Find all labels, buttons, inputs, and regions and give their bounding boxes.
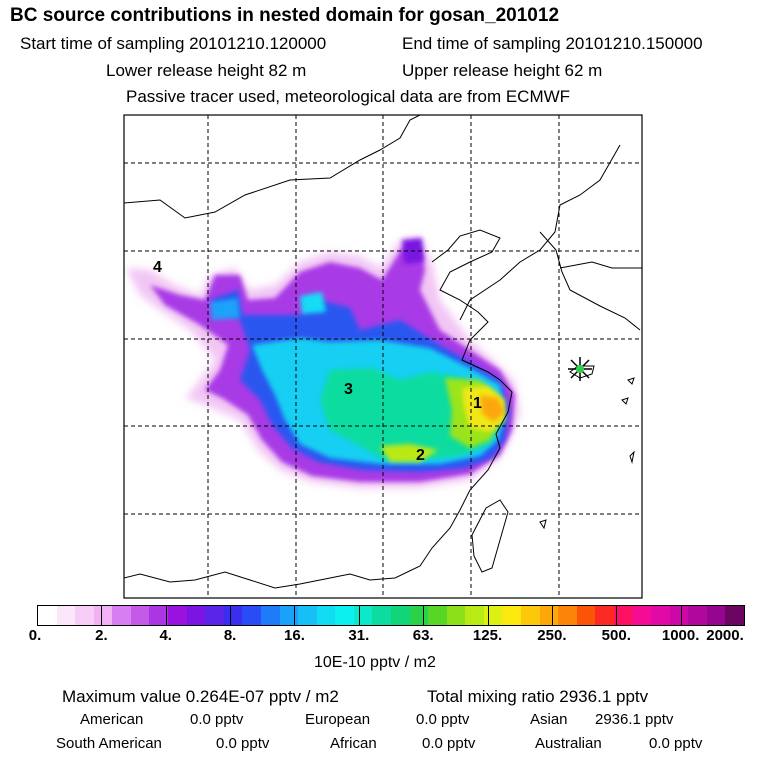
south-american-label: South American <box>56 735 162 752</box>
colorbar-swatch <box>112 606 131 625</box>
colorbar-tick-line <box>101 605 103 626</box>
colorbar-tick-label: 8. <box>223 627 237 644</box>
colorbar-tick-line <box>616 605 618 626</box>
colorbar-tick-line <box>551 605 553 626</box>
colorbar-tick-line <box>680 605 682 626</box>
colorbar-swatch <box>539 606 559 625</box>
colorbar-tick-label: 31. <box>348 627 370 644</box>
european-value: 0.0 pptv <box>416 711 470 728</box>
colorbar-tick-line <box>487 605 489 626</box>
colorbar-swatch <box>521 606 540 625</box>
colorbar-tick-label: 4. <box>159 627 172 644</box>
african-label: African <box>330 735 377 752</box>
tracer-note: Passive tracer used, meteorological data… <box>126 87 571 106</box>
colorbar-swatch <box>38 606 57 625</box>
colorbar-swatch <box>688 606 707 625</box>
american-label: American <box>80 711 144 728</box>
colorbar-swatch <box>502 606 522 625</box>
plume-field <box>126 236 520 488</box>
colorbar-tick-line <box>423 605 425 626</box>
map-panel: 1 2 3 4 <box>123 114 643 599</box>
colorbar-tick-line <box>294 605 296 626</box>
colorbar <box>37 605 745 626</box>
colorbar-swatch <box>130 606 150 625</box>
colorbar-swatch <box>372 606 391 625</box>
receptor-star-icon <box>568 357 592 381</box>
colorbar-swatch <box>205 606 224 625</box>
graticule <box>124 115 642 598</box>
end-time-label: End time of sampling 20101210.150000 <box>402 34 703 53</box>
american-value: 0.0 pptv <box>190 711 244 728</box>
colorbar-swatch <box>223 606 243 625</box>
colorbar-swatch <box>149 606 169 625</box>
colorbar-swatch <box>168 606 187 625</box>
colorbar-swatch <box>93 606 113 625</box>
colorbar-swatch <box>316 606 336 625</box>
colorbar-unit: 10E-10 pptv / m2 <box>314 654 436 671</box>
colorbar-tick-label: 1000. <box>661 627 700 644</box>
colorbar-tick-label: 500. <box>601 627 631 644</box>
region-label-2: 2 <box>416 447 425 464</box>
colorbar-swatch <box>446 606 466 625</box>
upper-height-label: Upper release height 62 m <box>402 61 603 80</box>
total-mixing-ratio-label: Total mixing ratio 2936.1 pptv <box>427 687 649 706</box>
colorbar-swatch <box>279 606 299 625</box>
colorbar-swatch <box>353 606 373 625</box>
asian-label: Asian <box>530 711 568 728</box>
colorbar-swatch <box>595 606 614 625</box>
map-frame <box>123 114 643 599</box>
australian-value: 0.0 pptv <box>649 735 703 752</box>
colorbar-tick-line <box>230 605 232 626</box>
colorbar-tick-label: 250. <box>537 627 567 644</box>
colorbar-swatch <box>242 606 261 625</box>
start-time-label: Start time of sampling 20101210.120000 <box>20 34 327 53</box>
colorbar-swatch <box>298 606 317 625</box>
colorbar-tick-label: 16. <box>284 627 305 644</box>
colorbar-tick-label: 63. <box>412 627 434 644</box>
colorbar-swatch <box>390 606 410 625</box>
colorbar-swatch <box>706 606 726 625</box>
colorbar-swatch <box>576 606 596 625</box>
colorbar-swatch <box>632 606 652 625</box>
colorbar-tick-label: 2. <box>95 627 108 644</box>
colorbar-swatch <box>651 606 670 625</box>
colorbar-swatch <box>428 606 447 625</box>
colorbar-swatch <box>75 606 94 625</box>
region-label-1: 1 <box>473 395 482 412</box>
european-label: European <box>305 711 371 728</box>
colorbar-swatch <box>409 606 429 625</box>
page-title: BC source contributions in nested domain… <box>10 5 560 26</box>
colorbar-swatch <box>465 606 484 625</box>
colorbar-swatch <box>260 606 280 625</box>
colorbar-swatch <box>56 606 76 625</box>
colorbar-tick-label: 125. <box>472 627 503 644</box>
region-label-3: 3 <box>344 381 353 398</box>
coastlines <box>124 115 642 589</box>
colorbar-swatch <box>669 606 689 625</box>
colorbar-swatch <box>725 606 744 625</box>
max-value-label: Maximum value 0.264E-07 pptv / m2 <box>62 687 339 706</box>
colorbar-swatch <box>558 606 577 625</box>
region-label-4: 4 <box>153 259 162 276</box>
colorbar-tick-line <box>165 605 167 626</box>
lower-height-label: Lower release height 82 m <box>106 61 307 80</box>
colorbar-swatch <box>186 606 206 625</box>
colorbar-tick-label: 2000. <box>706 627 744 644</box>
colorbar-tick-line <box>358 605 360 626</box>
australian-label: Australian <box>535 735 602 752</box>
african-value: 0.0 pptv <box>422 735 476 752</box>
colorbar-swatch <box>613 606 633 625</box>
south-american-value: 0.0 pptv <box>216 735 270 752</box>
colorbar-tick-label: 0. <box>28 627 42 644</box>
asian-value: 2936.1 pptv <box>595 711 674 728</box>
colorbar-swatch <box>335 606 354 625</box>
